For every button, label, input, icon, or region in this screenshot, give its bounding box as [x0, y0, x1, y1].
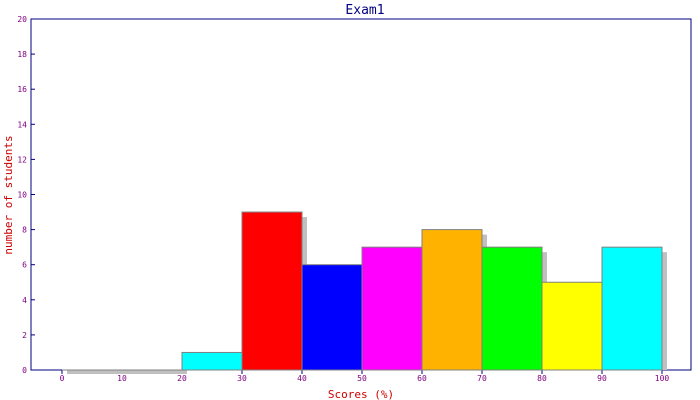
bar-60-70	[421, 229, 483, 371]
x-tick-label-40: 40	[297, 374, 307, 383]
bar-20-30	[181, 351, 243, 371]
bar-shadow-0	[67, 370, 127, 374]
y-tick-label-6: 6	[22, 261, 27, 270]
x-tick-label-90: 90	[597, 374, 607, 383]
x-tick-label-50: 50	[357, 374, 367, 383]
bar-shadow-1	[127, 370, 187, 374]
x-tick-label-70: 70	[477, 374, 487, 383]
x-tick-label-20: 20	[177, 374, 187, 383]
y-tick-label-8: 8	[22, 226, 27, 235]
y-tick-label-10: 10	[17, 191, 27, 200]
bar-40-50	[301, 264, 363, 371]
y-axis-label: number of students	[2, 135, 15, 254]
x-axis-label: Scores (%)	[328, 388, 394, 400]
y-tick-label-2: 2	[22, 331, 27, 340]
bar-70-80	[481, 246, 543, 371]
y-tick-label-20: 20	[17, 15, 27, 24]
x-tick-label-60: 60	[417, 374, 427, 383]
bar-80-90	[541, 281, 603, 371]
plot-area: 0 2 4 6 8 10 12 14 16 18 20 0 10 20 30 40 50 60 70 80 90 100	[17, 15, 692, 383]
y-tick-label-4: 4	[22, 296, 27, 305]
bar-30-40	[241, 211, 303, 371]
x-tick-label-0: 0	[60, 374, 65, 383]
bar-90-100	[601, 246, 663, 371]
y-tick-label-16: 16	[17, 85, 27, 94]
x-tick-label-30: 30	[237, 374, 247, 383]
x-tick-label-80: 80	[537, 374, 547, 383]
y-tick-label-12: 12	[17, 155, 27, 164]
y-tick-label-0: 0	[22, 366, 27, 375]
chart-title: Exam1	[345, 3, 384, 18]
bar-50-60	[361, 246, 423, 371]
x-tick-label-10: 10	[117, 374, 127, 383]
y-tick-label-14: 14	[17, 120, 27, 129]
y-tick-label-18: 18	[17, 50, 27, 59]
x-tick-label-100: 100	[655, 374, 670, 383]
